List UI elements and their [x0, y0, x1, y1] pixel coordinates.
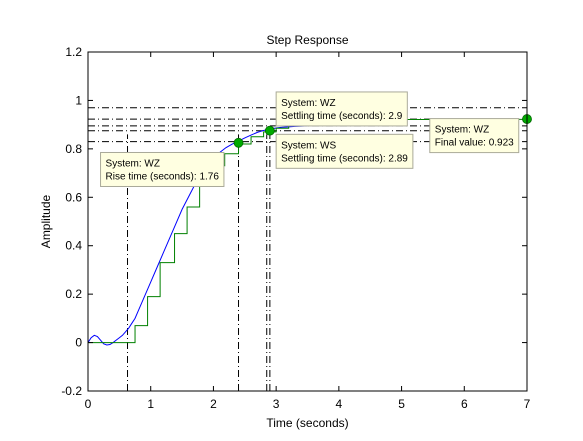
- y-tick-label: 0.8: [65, 142, 82, 156]
- x-tick-label: 7: [524, 397, 531, 411]
- y-tick-label: 0.4: [65, 239, 82, 253]
- datatip-box[interactable]: System: WZ Final value: 0.923: [429, 118, 520, 154]
- x-axis-label: Time (seconds): [266, 416, 348, 430]
- plot-border: [87, 51, 528, 392]
- datatip-text: Final value: 0.923: [435, 138, 514, 149]
- y-tick-label: 1.2: [65, 45, 82, 59]
- y-tick-label: 0.2: [65, 287, 82, 301]
- datatip-text: System: WZ: [435, 125, 489, 136]
- datatip-box[interactable]: System: WZ Rise time (seconds): 1.76: [100, 151, 225, 187]
- x-tick-label: 1: [147, 397, 154, 411]
- datatip-background: [429, 118, 520, 154]
- datatip-box[interactable]: System: WS Settling time (seconds): 2.89: [275, 133, 414, 169]
- x-tick-label: 4: [336, 397, 343, 411]
- datatip-box[interactable]: System: WZ Settling time (seconds): 2.9: [275, 91, 408, 127]
- x-tick-label: 5: [398, 397, 405, 411]
- x-tick-label: 0: [85, 397, 92, 411]
- ticks-layer: 0 1 2 3 4 5 6 7-0.200.20.40.60.811.2: [61, 45, 530, 411]
- x-tick-label: 2: [210, 397, 217, 411]
- datatip-text: Settling time (seconds): 2.9: [281, 111, 403, 122]
- series-line-ws[interactable]: [87, 125, 308, 346]
- datatip-text: Rise time (seconds): 1.76: [106, 171, 220, 182]
- datatip-background: [100, 151, 225, 187]
- datatip-marker[interactable]: [264, 125, 275, 136]
- datatip-background: [275, 91, 408, 127]
- datatip-text: System: WS: [281, 140, 336, 151]
- y-tick-label: 0: [75, 336, 82, 350]
- datatip-text: System: WZ: [281, 98, 335, 109]
- x-tick-label: 3: [273, 397, 280, 411]
- datatip-text: System: WZ: [106, 158, 160, 169]
- x-tick-label: 6: [461, 397, 468, 411]
- y-tick-label: 1: [75, 93, 82, 107]
- y-tick-label: 0.6: [65, 190, 82, 204]
- datatip-background: [275, 133, 414, 169]
- chart-title: Step Response: [266, 33, 348, 47]
- y-tick-label: -0.2: [61, 384, 82, 398]
- y-axis-label: Amplitude: [39, 195, 53, 249]
- datatip-marker[interactable]: [233, 137, 244, 148]
- datatip-text: Settling time (seconds): 2.89: [281, 153, 408, 164]
